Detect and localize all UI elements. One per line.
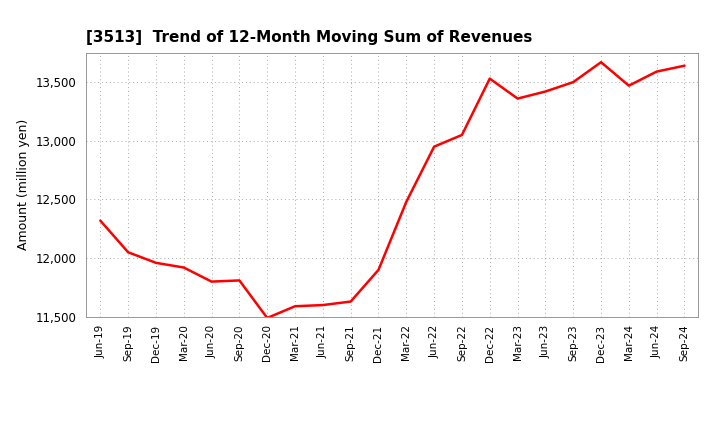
Y-axis label: Amount (million yen): Amount (million yen): [17, 119, 30, 250]
Text: [3513]  Trend of 12-Month Moving Sum of Revenues: [3513] Trend of 12-Month Moving Sum of R…: [86, 29, 533, 45]
